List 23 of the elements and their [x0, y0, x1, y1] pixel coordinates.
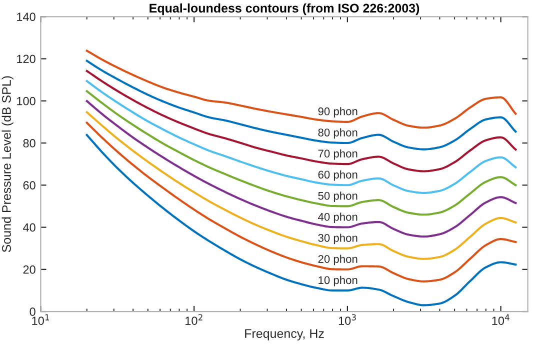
y-axis-title: Sound Pressure Level (dB SPL): [2, 76, 14, 252]
series-label: 80 phon: [318, 128, 358, 139]
chart-title: Equal-loundess contours (from ISO 226:2003): [150, 3, 420, 16]
y-tick-label: 120: [17, 54, 36, 64]
y-tick-label: 60: [23, 181, 36, 190]
series-label: 90 phon: [318, 107, 358, 118]
series-label: 70 phon: [318, 149, 358, 160]
y-tick-label: 100: [17, 96, 36, 106]
y-tick-label: 40: [23, 223, 36, 232]
x-tick-label: 10$^{3}$: [338, 314, 356, 325]
series-label: 30 phon: [318, 234, 358, 244]
series-label: 40 phon: [318, 212, 358, 224]
y-tick-label: 80: [23, 139, 36, 148]
y-tick-label: 0: [30, 308, 36, 316]
y-tick-label: 140: [17, 12, 36, 22]
x-axis-title: Frequency, Hz: [245, 329, 324, 340]
series-label: 60 phon: [318, 170, 358, 181]
x-tick-label: 10$^{4}$: [492, 314, 510, 325]
series-label: 10 phon: [318, 276, 358, 286]
y-tick-label: 20: [23, 265, 36, 274]
x-tick-label: 10$^{2}$: [186, 314, 202, 325]
series-label: 50 phon: [318, 192, 358, 202]
series-label: 20 phon: [318, 254, 358, 266]
